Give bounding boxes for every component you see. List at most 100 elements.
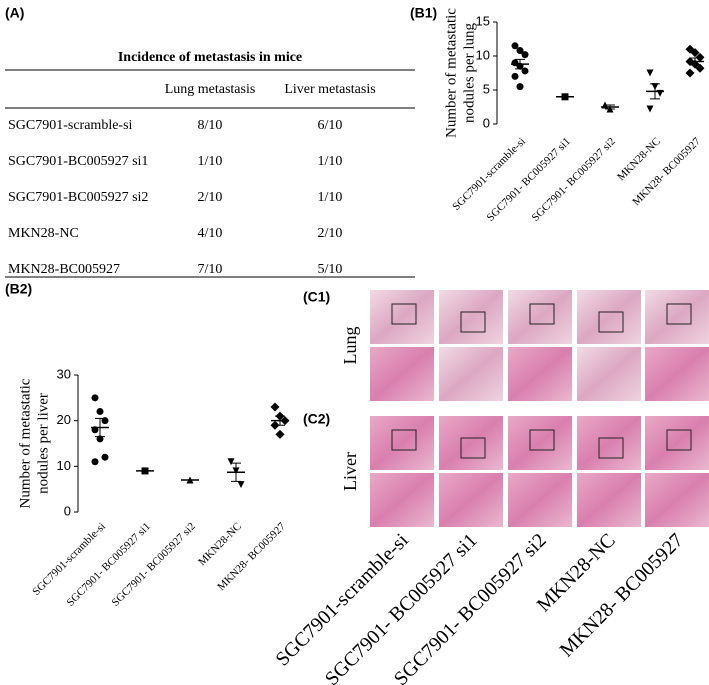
y-tick-label: 15 <box>476 13 490 28</box>
x-tick-label: MKN28-NC <box>196 520 244 568</box>
data-point <box>91 458 99 466</box>
table-cell: SGC7901-BC005927 si2 <box>8 190 148 205</box>
micrograph <box>645 290 709 344</box>
data-point <box>690 48 700 58</box>
x-tick-label: SGC7901- BC005927 si1 <box>484 135 572 223</box>
table-cell: MKN28-BC005927 <box>8 262 120 277</box>
table-cell: 4/10 <box>198 226 223 241</box>
y-axis-label: nodules per liver <box>35 393 51 494</box>
data-point <box>91 394 99 402</box>
x-tick-label: SGC7901- BC005927 si1 <box>64 520 152 608</box>
panel-label: (B2) <box>5 281 32 297</box>
micrograph <box>439 290 503 344</box>
zoom-box <box>666 429 692 451</box>
table-cell: 2/10 <box>318 226 343 241</box>
micrograph <box>577 473 641 527</box>
y-tick-label: 10 <box>57 458 71 473</box>
data-point <box>685 68 695 78</box>
y-tick-label: 30 <box>57 366 71 381</box>
micrograph <box>508 290 572 344</box>
data-point <box>227 458 235 466</box>
micrograph <box>508 473 572 527</box>
table-cell: 6/10 <box>318 118 343 133</box>
table-cell: 5/10 <box>318 262 343 277</box>
table-title: Incidence of metastasis in mice <box>118 50 302 65</box>
data-point <box>646 69 654 77</box>
error-bar <box>275 415 285 426</box>
data-point <box>511 42 519 50</box>
data-point <box>101 417 109 425</box>
panel-label: (C1) <box>303 289 330 305</box>
micrograph <box>439 473 503 527</box>
table-cell: SGC7901-scramble-si <box>8 118 133 133</box>
data-point <box>695 52 705 62</box>
data-point <box>516 47 524 55</box>
error-bar <box>690 57 700 66</box>
panel-label: (A) <box>5 5 24 21</box>
row-label: Liver <box>340 452 360 491</box>
micrograph <box>370 290 434 344</box>
zoom-box <box>598 311 624 333</box>
micrograph <box>439 416 503 470</box>
data-point <box>521 51 529 59</box>
y-tick-label: 20 <box>57 412 71 427</box>
x-tick-label: SGC7901-scramble-si <box>450 135 528 213</box>
micrograph <box>645 473 709 527</box>
zoom-box <box>598 437 624 459</box>
micrograph <box>577 290 641 344</box>
table-header: Liver metastasis <box>284 82 375 97</box>
y-tick-label: 5 <box>483 81 490 96</box>
data-point <box>275 429 285 439</box>
table-cell: 7/10 <box>198 262 223 277</box>
data-point <box>695 63 705 73</box>
y-axis-label: Number of metastatic <box>443 8 459 138</box>
micrograph <box>508 347 572 401</box>
y-axis-label: nodules per lung <box>461 23 477 123</box>
micrograph <box>439 347 503 401</box>
micrograph <box>508 416 572 470</box>
error-bar <box>95 417 105 438</box>
error-bar <box>650 83 660 100</box>
x-tick-label: SGC7901-scramble-si <box>30 520 108 598</box>
data-point <box>270 402 280 412</box>
zoom-box <box>529 303 555 325</box>
data-point <box>237 481 245 489</box>
error-bar <box>231 462 241 482</box>
micrograph <box>645 416 709 470</box>
data-point <box>511 72 519 80</box>
error-bar <box>605 104 615 110</box>
table-cell: MKN28-NC <box>8 226 79 241</box>
y-tick-label: 0 <box>483 115 490 130</box>
data-point <box>646 105 654 113</box>
zoom-box <box>529 429 555 451</box>
y-tick-label: 0 <box>64 503 71 518</box>
y-tick-label: 10 <box>476 47 490 62</box>
table-cell: 1/10 <box>318 190 343 205</box>
column-label: MKN28- BC005927 <box>556 529 688 661</box>
column-label: SGC7901-scramble-si <box>272 529 414 671</box>
micrograph <box>370 473 434 527</box>
x-tick-label: SGC7901- BC005927 si2 <box>109 520 197 608</box>
data-point <box>101 453 109 461</box>
x-tick-label: SGC7901- BC005927 si2 <box>529 135 617 223</box>
micrograph <box>577 416 641 470</box>
zoom-box <box>391 429 417 451</box>
table-cell: 1/10 <box>318 154 343 169</box>
error-bar <box>515 58 525 70</box>
row-label: Lung <box>340 327 360 365</box>
table-cell: SGC7901-BC005927 si1 <box>8 154 148 169</box>
panel-label: (C2) <box>303 411 330 427</box>
zoom-box <box>460 437 486 459</box>
micrograph <box>370 416 434 470</box>
data-point <box>96 435 104 443</box>
table-header: Lung metastasis <box>165 82 256 97</box>
y-axis-label: Number of metastatic <box>17 378 33 508</box>
micrograph <box>577 347 641 401</box>
zoom-box <box>460 311 486 333</box>
zoom-box <box>391 303 417 325</box>
zoom-box <box>666 303 692 325</box>
x-tick-label: MKN28- BC005927 <box>630 135 703 208</box>
table-cell: 2/10 <box>198 190 223 205</box>
micrograph <box>645 347 709 401</box>
